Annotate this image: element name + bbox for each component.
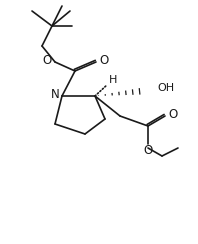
Text: O: O bbox=[168, 108, 178, 121]
Text: O: O bbox=[143, 144, 153, 157]
Text: O: O bbox=[42, 54, 52, 68]
Text: OH: OH bbox=[157, 83, 174, 93]
Text: O: O bbox=[99, 53, 109, 67]
Text: H: H bbox=[109, 75, 117, 85]
Text: N: N bbox=[51, 89, 59, 102]
